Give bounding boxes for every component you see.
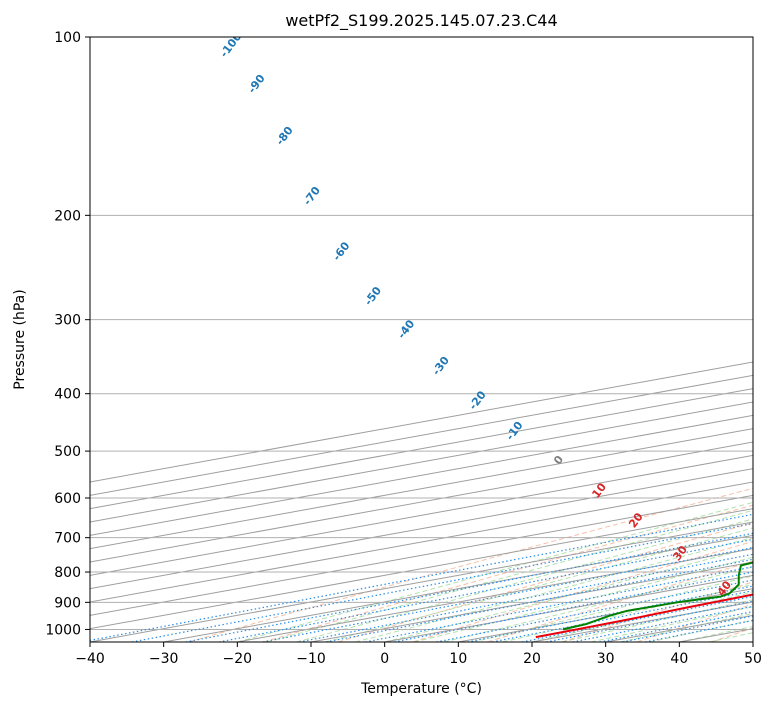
mixing-ratio-line xyxy=(185,532,753,642)
y-tick-label: 400 xyxy=(54,387,81,403)
x-tick-label: 10 xyxy=(449,651,467,667)
chart-title: wetPf2_S199.2025.145.07.23.C44 xyxy=(285,11,557,31)
dry-adiabat xyxy=(188,487,753,642)
x-tick-label: 0 xyxy=(380,651,389,667)
mixing-ratio-line xyxy=(521,595,753,642)
x-tick-label: −40 xyxy=(75,651,105,667)
mixing-ratio-line xyxy=(262,546,753,642)
moist-adiabat xyxy=(502,583,753,642)
isotherm-line xyxy=(90,428,753,550)
y-tick-label: 1000 xyxy=(45,622,81,638)
y-tick-label: 900 xyxy=(54,595,81,611)
y-tick-label: 700 xyxy=(54,531,81,547)
moist-adiabat xyxy=(355,536,753,642)
x-tick-label: −30 xyxy=(149,651,179,667)
dry-adiabat xyxy=(338,522,753,642)
x-tick-label: 40 xyxy=(670,651,688,667)
y-tick-label: 100 xyxy=(54,30,81,46)
isotherm-line xyxy=(90,454,753,576)
isotherm-line xyxy=(90,521,753,642)
y-tick-label: 200 xyxy=(54,208,81,224)
moist-adiabat xyxy=(266,509,753,642)
x-tick-label: 50 xyxy=(744,651,762,667)
mixing-ratio-lines xyxy=(90,513,753,642)
moist-adiabat xyxy=(384,546,753,642)
mixing-ratio-line xyxy=(218,538,753,642)
x-tick-label: −20 xyxy=(223,651,253,667)
moist-adiabat xyxy=(237,501,753,642)
isotherm-line xyxy=(90,494,753,616)
dewpoint-profile xyxy=(562,561,753,631)
mixing-ratio-line xyxy=(546,600,753,642)
x-axis: −40 −30 −20 −10 0 10 20 30 40 50 xyxy=(75,642,762,667)
isotherm-line xyxy=(163,534,753,642)
x-axis-label: Temperature (°C) xyxy=(360,681,482,697)
moist-adiabat xyxy=(296,518,753,642)
y-axis: 100 200 300 400 500 600 700 800 900 1000 xyxy=(45,30,90,638)
isotherm-line xyxy=(90,508,753,630)
pressure-gridlines xyxy=(90,37,753,630)
x-tick-label: 30 xyxy=(597,651,615,667)
y-axis-label: Pressure (hPa) xyxy=(12,289,28,389)
dry-adiabat xyxy=(263,504,753,642)
mixing-ratio-line xyxy=(622,615,753,642)
mixing-ratio-line xyxy=(599,610,753,642)
mixing-ratio-line xyxy=(131,522,753,642)
y-tick-label: 600 xyxy=(54,491,81,507)
x-tick-label: 20 xyxy=(523,651,541,667)
isotherm-line xyxy=(90,441,753,563)
plot-frame xyxy=(89,36,754,643)
y-tick-label: 800 xyxy=(54,565,81,581)
moist-adiabat xyxy=(561,599,753,642)
x-tick-label: −10 xyxy=(296,651,326,667)
y-tick-label: 500 xyxy=(54,444,81,460)
profiles xyxy=(535,561,753,639)
isotherm-line xyxy=(90,481,753,603)
y-tick-label: 300 xyxy=(54,313,81,329)
isotherms xyxy=(90,361,753,642)
mixing-ratio-line xyxy=(572,605,753,642)
isotherm-line xyxy=(90,468,753,590)
